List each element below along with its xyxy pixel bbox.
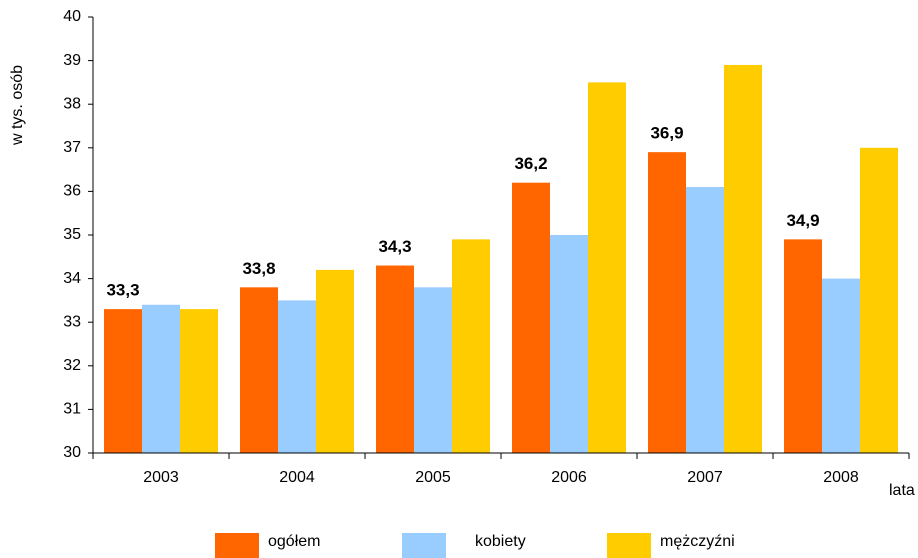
- bar: [414, 287, 452, 453]
- x-tick-label: 2004: [279, 469, 315, 486]
- x-tick-label: 2005: [415, 469, 451, 486]
- bar: [240, 287, 278, 453]
- x-tick-label: 2003: [143, 469, 179, 486]
- y-tick-label: 33: [63, 313, 81, 330]
- bar: [588, 82, 626, 454]
- y-tick-label: 32: [63, 357, 81, 374]
- x-tick-label: 2007: [687, 469, 723, 486]
- y-tick-label: 35: [63, 226, 81, 243]
- bar: [822, 278, 860, 453]
- y-tick-label: 31: [63, 401, 81, 418]
- y-tick-label: 37: [63, 139, 81, 156]
- bar: [316, 269, 354, 453]
- y-tick-label: 39: [63, 52, 81, 69]
- legend-swatch: [215, 533, 259, 558]
- legend-label: mężczyźni: [660, 533, 735, 550]
- value-label: 36,9: [650, 124, 683, 143]
- y-tick-label: 38: [63, 95, 81, 112]
- value-label: 33,3: [106, 281, 139, 300]
- bar: [512, 182, 550, 453]
- x-axis-label: lata: [889, 482, 915, 499]
- y-tick-label: 40: [63, 8, 81, 25]
- bar: [784, 239, 822, 453]
- bar: [104, 309, 142, 453]
- y-tick-label: 34: [63, 270, 81, 287]
- legend-label: kobiety: [475, 533, 526, 550]
- y-axis-label: w tys. osób: [9, 65, 26, 146]
- value-label: 34,9: [786, 211, 819, 230]
- bar: [142, 304, 180, 453]
- y-tick-label: 36: [63, 183, 81, 200]
- legend-label: ogółem: [268, 533, 320, 550]
- bar: [648, 152, 686, 453]
- bar: [278, 300, 316, 453]
- legend-swatch: [402, 533, 446, 558]
- x-tick-label: 2008: [823, 469, 859, 486]
- bar: [686, 187, 724, 454]
- x-tick-label: 2006: [551, 469, 587, 486]
- value-label: 34,3: [378, 237, 411, 256]
- bar: [724, 64, 762, 454]
- value-label: 33,8: [242, 259, 275, 278]
- bar: [860, 147, 898, 454]
- bar: [550, 235, 588, 453]
- bar: [180, 309, 218, 453]
- bar: [376, 265, 414, 453]
- legend-swatch: [607, 533, 651, 558]
- y-tick-label: 30: [63, 444, 81, 461]
- value-label: 36,2: [514, 154, 547, 173]
- bar: [452, 239, 490, 453]
